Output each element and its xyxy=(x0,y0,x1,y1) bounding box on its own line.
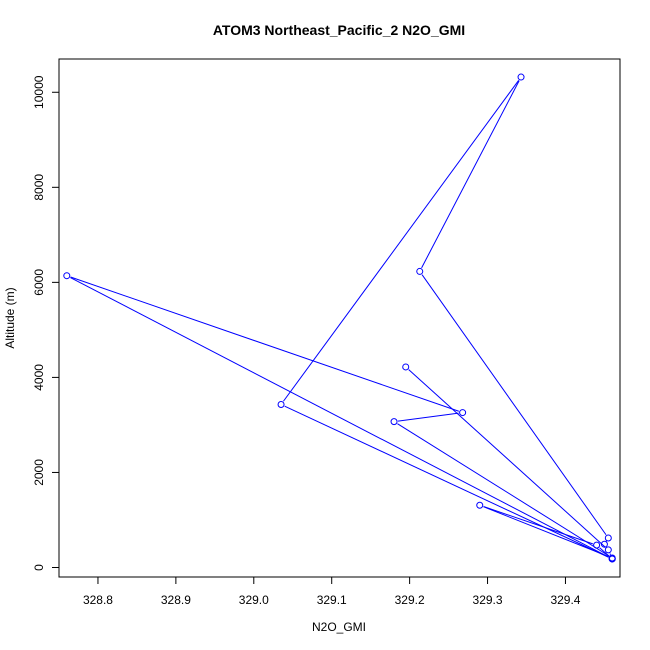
series-segment xyxy=(609,553,612,556)
series-segment xyxy=(70,277,609,558)
series-segment xyxy=(483,506,609,557)
x-axis: 328.8 328.9 329.0 329.1 329.2 329.3 329.4 xyxy=(83,577,581,607)
data-point xyxy=(608,555,616,563)
series-segment xyxy=(483,506,594,545)
x-tick-label: 328.8 xyxy=(83,593,113,607)
y-tick-label: 0 xyxy=(32,564,46,571)
data-point xyxy=(600,540,608,548)
data-point xyxy=(604,534,612,542)
chart-title: ATOM3 Northeast_Pacific_2 N2O_GMI xyxy=(213,22,465,38)
x-tick-label: 328.9 xyxy=(161,593,191,607)
series-segment xyxy=(421,80,520,269)
x-tick-label: 329.3 xyxy=(473,593,503,607)
data-point xyxy=(402,363,410,371)
x-tick-label: 329.4 xyxy=(550,593,580,607)
y-tick-label: 10000 xyxy=(32,75,46,109)
x-tick-label: 329.1 xyxy=(317,593,347,607)
y-tick-label: 4000 xyxy=(32,364,46,391)
series-segment xyxy=(408,369,606,548)
data-point xyxy=(416,267,424,275)
data-point xyxy=(476,501,484,509)
x-axis-label: N2O_GMI xyxy=(312,620,366,634)
x-tick-label: 329.2 xyxy=(395,593,425,607)
series-layer xyxy=(63,73,616,563)
y-tick-label: 6000 xyxy=(32,269,46,296)
x-tick-label: 329.0 xyxy=(239,593,269,607)
series-segment xyxy=(283,79,520,402)
data-point xyxy=(604,546,612,554)
data-point xyxy=(459,409,467,417)
series-segment xyxy=(70,276,459,412)
y-axis: 0 2000 4000 6000 8000 10000 xyxy=(32,75,59,571)
series-segment xyxy=(397,423,610,557)
data-point xyxy=(390,418,398,426)
y-tick-label: 2000 xyxy=(32,459,46,486)
data-point xyxy=(277,400,285,408)
y-axis-label: Altitude (m) xyxy=(3,287,17,348)
series-segment xyxy=(421,274,607,536)
data-point xyxy=(517,73,525,81)
y-tick-label: 8000 xyxy=(32,174,46,201)
data-point xyxy=(63,272,71,280)
data-point xyxy=(593,541,601,549)
series-segment xyxy=(397,412,459,422)
plot-frame xyxy=(58,58,621,578)
series-segment xyxy=(284,405,609,558)
